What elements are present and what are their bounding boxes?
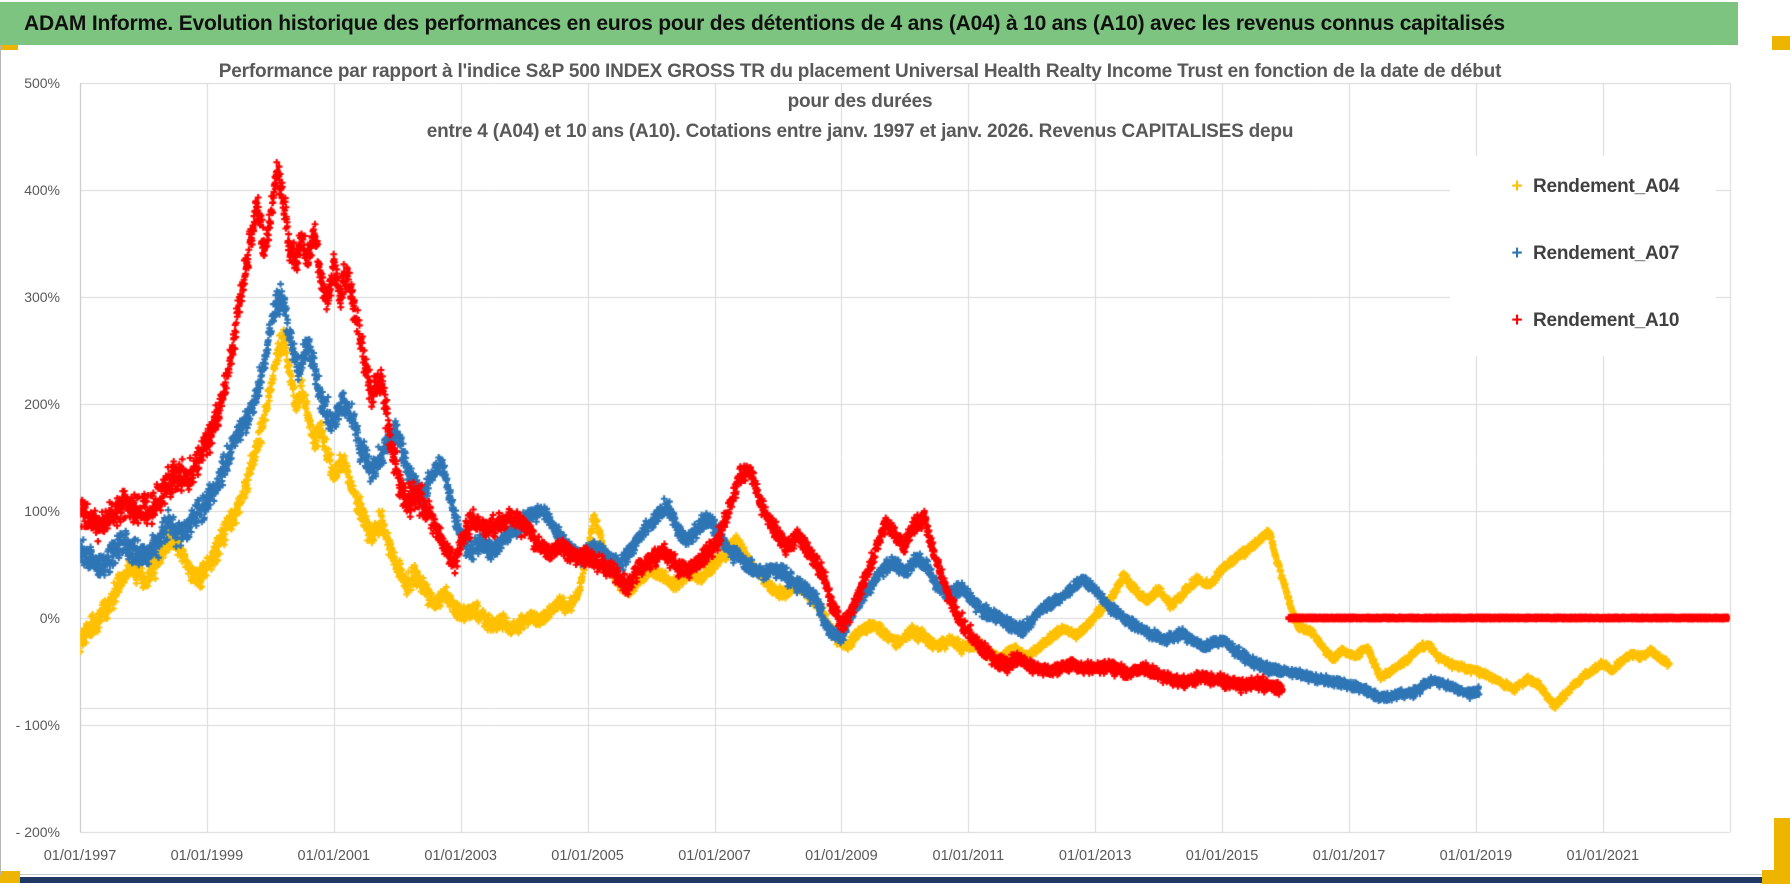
x-axis-label: 01/01/2013 <box>1058 848 1132 864</box>
y-axis-label: 0% <box>39 610 60 626</box>
x-axis-label: 01/01/2011 <box>932 848 1005 864</box>
y-axis-label: 400% <box>24 182 60 198</box>
gold-corner-mark-bottom-right <box>1762 870 1790 884</box>
chart-title-line-3: entre 4 (A04) et 10 ans (A10). Cotations… <box>426 121 1294 142</box>
y-axis-label: 500% <box>24 75 60 91</box>
y-axis-label: - 200% <box>15 824 60 840</box>
legend-item-rendement-a04[interactable]: + Rendement_A04 <box>1508 172 1679 202</box>
window-left-border <box>0 45 1 875</box>
legend-label: Rendement_A07 <box>1533 243 1680 264</box>
plus-marker-icon: + <box>1511 176 1523 197</box>
y-axis-label: 100% <box>24 503 60 519</box>
chart-title: Performance par rapport à l'indice S&P 5… <box>80 57 1640 147</box>
x-axis-label: 01/01/2021 <box>1566 848 1640 864</box>
chart-title-line-2: pour des durées <box>787 91 933 112</box>
plus-marker-icon: + <box>1511 243 1523 264</box>
y-axis-label: 300% <box>24 289 60 305</box>
x-axis-label: 01/01/2007 <box>678 848 751 864</box>
x-axis-label: 01/01/1999 <box>170 848 244 864</box>
x-axis-label: 01/01/2015 <box>1185 848 1259 864</box>
y-axis-label: 200% <box>24 396 60 412</box>
legend-item-rendement-a07[interactable]: + Rendement_A07 <box>1508 239 1679 269</box>
gold-bar-right-edge <box>1774 818 1790 884</box>
x-axis-label: 01/01/2003 <box>424 848 497 864</box>
x-axis-label: 01/01/2019 <box>1439 848 1513 864</box>
plus-marker-icon: + <box>1511 310 1523 331</box>
chart-legend: + Rendement_A04 + Rendement_A07 + Rendem… <box>1450 156 1716 356</box>
x-axis-label: 01/01/2005 <box>551 848 624 864</box>
bottom-navy-strip <box>20 877 1774 883</box>
x-axis-label: 01/01/2009 <box>805 848 878 864</box>
legend-item-rendement-a10[interactable]: + Rendement_A10 <box>1508 306 1679 336</box>
chart-title-line-1: Performance par rapport à l'indice S&P 5… <box>218 61 1502 82</box>
x-axis-label: 01/01/2017 <box>1312 848 1386 864</box>
gold-corner-mark-bottom-left <box>0 871 20 883</box>
legend-label: Rendement_A10 <box>1533 310 1680 331</box>
legend-label: Rendement_A04 <box>1533 176 1680 197</box>
x-axis-label: 01/01/2001 <box>297 848 371 864</box>
y-axis-label: - 100% <box>15 717 60 733</box>
x-axis-label: 01/01/1997 <box>43 848 117 864</box>
bottom-hairline <box>0 874 1774 875</box>
